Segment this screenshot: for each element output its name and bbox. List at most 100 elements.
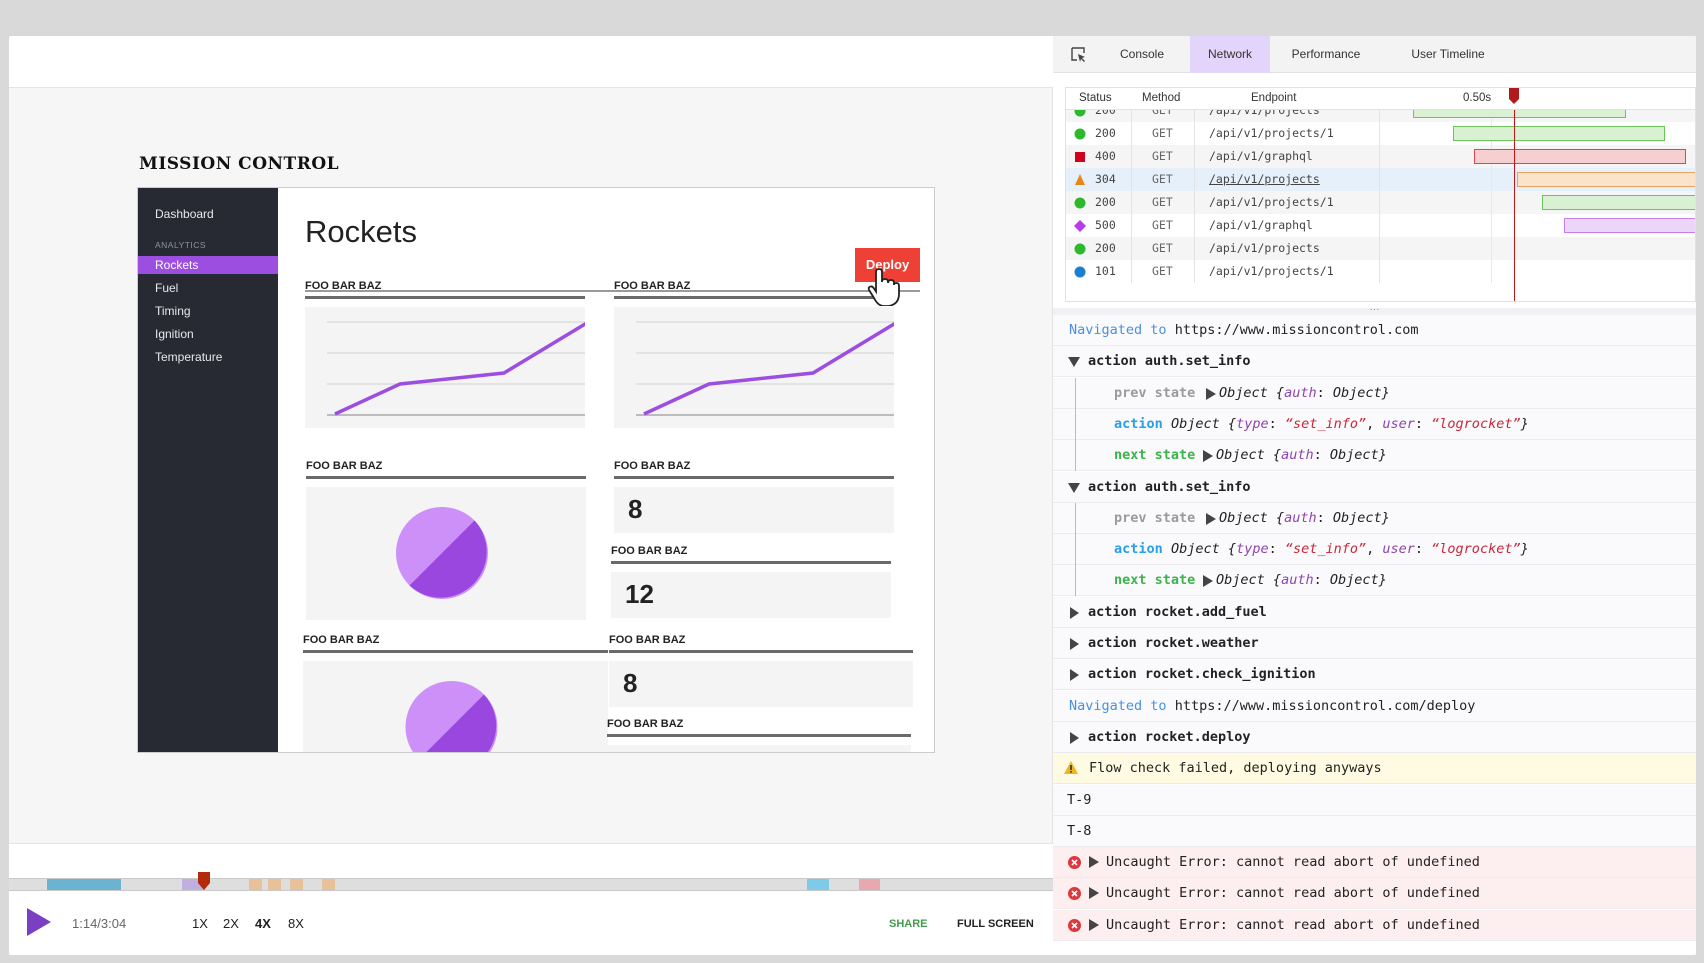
- share-button[interactable]: SHARE: [889, 918, 928, 930]
- endpoint[interactable]: /api/v1/projects: [1209, 241, 1320, 255]
- url[interactable]: https://www.missioncontrol.com/deploy: [1174, 697, 1476, 714]
- time-marker[interactable]: [1509, 88, 1519, 104]
- console-row-action: action Object {type: “set_info”, user: “…: [1053, 408, 1696, 440]
- object-key: auth: [1281, 447, 1314, 464]
- timeline-event[interactable]: [859, 879, 880, 890]
- timeline-event[interactable]: [47, 879, 121, 890]
- network-row[interactable]: 304 GET /api/v1/projects: [1066, 168, 1695, 191]
- error-icon: [1068, 918, 1081, 932]
- tab-user-timeline[interactable]: User Timeline: [1411, 47, 1485, 61]
- object-value: “set_info”: [1284, 541, 1367, 558]
- card-value: 8: [628, 494, 643, 524]
- caret-right-icon[interactable]: [1068, 731, 1080, 744]
- console-row-group[interactable]: action rocket.weather: [1053, 628, 1696, 659]
- endpoint[interactable]: /api/v1/projects/1: [1209, 126, 1334, 140]
- caret-right-icon[interactable]: [1203, 450, 1213, 463]
- console-row-error[interactable]: Uncaught Error: cannot read abort of und…: [1053, 909, 1696, 941]
- network-row[interactable]: 200 GET /api/v1/projects/1: [1066, 191, 1695, 214]
- timeline-event[interactable]: [249, 879, 262, 890]
- network-row[interactable]: 500 GET /api/v1/graphql: [1066, 214, 1695, 237]
- caret-right-icon[interactable]: [1089, 918, 1099, 931]
- caret-right-icon[interactable]: [1206, 512, 1216, 525]
- endpoint[interactable]: /api/v1/graphql: [1209, 149, 1313, 163]
- navigated-label: Navigated to: [1069, 697, 1167, 714]
- action-label: action: [1114, 541, 1163, 558]
- sidebar-item-timing[interactable]: Timing: [155, 304, 191, 318]
- caret-right-icon[interactable]: [1068, 606, 1080, 619]
- caret-right-icon[interactable]: [1203, 575, 1213, 588]
- line-card: [305, 307, 591, 428]
- tree-guide: [1075, 377, 1076, 409]
- next-state-label: next state: [1114, 447, 1196, 464]
- error-text: Uncaught Error: cannot read abort of und…: [1106, 854, 1480, 871]
- sidebar-item-fuel[interactable]: Fuel: [155, 281, 179, 295]
- network-row[interactable]: 101 GET /api/v1/projects/1: [1066, 260, 1695, 283]
- pie-slice: [426, 694, 497, 752]
- col-status[interactable]: Status: [1079, 92, 1112, 104]
- console-row-error[interactable]: Uncaught Error: cannot read abort of und…: [1053, 878, 1696, 910]
- endpoint[interactable]: /api/v1/projects/1: [1209, 264, 1334, 278]
- console-row-group[interactable]: action rocket.check_ignition: [1053, 659, 1696, 691]
- tree-guide: [1075, 408, 1076, 440]
- timeline-event[interactable]: [807, 879, 829, 890]
- timeline-scrubber[interactable]: [9, 878, 1053, 891]
- console-row-error[interactable]: Uncaught Error: cannot read abort of und…: [1053, 847, 1696, 879]
- timeline-event[interactable]: [322, 879, 335, 890]
- waterfall-bar: [1474, 149, 1686, 164]
- dashboard-frame: Dashboard ANALYTICS Rockets Fuel Timing …: [137, 187, 935, 753]
- network-row[interactable]: 400 GET /api/v1/graphql: [1066, 145, 1695, 168]
- endpoint[interactable]: /api/v1/graphql: [1209, 218, 1313, 232]
- speed-2x[interactable]: 2X: [223, 916, 239, 931]
- playback-time: 1:14/3:04: [72, 916, 127, 931]
- card-header: FOO BAR BAZ: [303, 634, 608, 653]
- col-method[interactable]: Method: [1142, 92, 1181, 104]
- console-row-prev: prev state Object {auth: Object}: [1053, 377, 1696, 409]
- timeline-event[interactable]: [182, 879, 205, 890]
- network-row[interactable]: 200 GET /api/v1/projects/1: [1066, 122, 1695, 145]
- caret-right-icon[interactable]: [1068, 669, 1080, 682]
- console-row-group[interactable]: action auth.set_info: [1053, 471, 1696, 503]
- tab-console[interactable]: Console: [1119, 47, 1165, 61]
- network-row[interactable]: 200 GET /api/v1/projects: [1066, 237, 1695, 260]
- console-row-group[interactable]: action rocket.deploy: [1053, 721, 1696, 753]
- time-label: 0.50s: [1463, 92, 1492, 104]
- col-endpoint[interactable]: Endpoint: [1251, 92, 1297, 104]
- caret-right-icon[interactable]: [1206, 387, 1216, 400]
- deploy-button[interactable]: Deploy: [855, 248, 920, 282]
- inspect-cursor-icon[interactable]: [1071, 47, 1087, 63]
- object-label: Object: [1219, 509, 1268, 526]
- pie-slice: [409, 520, 487, 598]
- speed-1x[interactable]: 1X: [192, 916, 208, 931]
- caret-right-icon[interactable]: [1089, 856, 1099, 869]
- timeline-event[interactable]: [268, 879, 281, 890]
- play-icon[interactable]: [27, 908, 51, 936]
- speed-4x[interactable]: 4X: [255, 916, 271, 931]
- timeline-event[interactable]: [290, 879, 303, 890]
- pie-chart: [405, 681, 498, 752]
- tab-network[interactable]: Network: [1190, 36, 1270, 73]
- caret-right-icon[interactable]: [1089, 887, 1099, 900]
- console-row-group[interactable]: action rocket.add_fuel: [1053, 596, 1696, 628]
- object-value: Object: [1329, 572, 1379, 589]
- replay-header: [9, 36, 1053, 88]
- sidebar-item-rockets[interactable]: Rockets: [138, 256, 278, 274]
- full-screen-button[interactable]: FULL SCREEN: [957, 918, 1034, 930]
- sidebar-item-temperature[interactable]: Temperature: [155, 350, 223, 364]
- sidebar-item-dashboard[interactable]: Dashboard: [155, 207, 214, 221]
- sidebar-section-analytics: ANALYTICS: [155, 240, 207, 250]
- caret-right-icon[interactable]: [1068, 638, 1080, 650]
- endpoint[interactable]: /api/v1/projects/1: [1209, 195, 1334, 209]
- url[interactable]: https://www.missioncontrol.com: [1174, 322, 1419, 338]
- sidebar-item-ignition[interactable]: Ignition: [155, 327, 194, 341]
- playhead-marker[interactable]: [198, 872, 210, 890]
- endpoint[interactable]: /api/v1/projects: [1209, 172, 1320, 186]
- resize-handle[interactable]: ···: [1053, 305, 1696, 316]
- caret-down-icon[interactable]: [1068, 482, 1080, 494]
- speed-8x[interactable]: 8X: [288, 916, 304, 931]
- tab-performance[interactable]: Performance: [1291, 47, 1361, 61]
- caret-down-icon[interactable]: [1068, 356, 1080, 368]
- method: GET: [1152, 149, 1173, 163]
- card-header: FOO BAR BAZ: [614, 280, 894, 299]
- console-row-group[interactable]: action auth.set_info: [1053, 346, 1696, 378]
- object-label: Object: [1219, 384, 1268, 401]
